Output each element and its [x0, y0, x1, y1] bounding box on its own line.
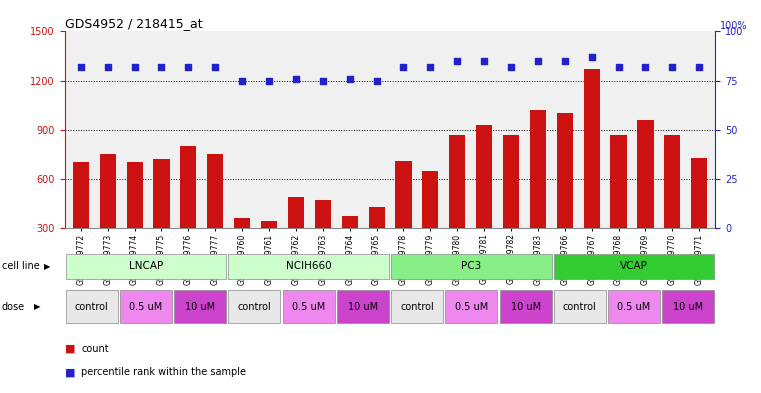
Text: ■: ■ — [65, 367, 75, 377]
Point — [505, 64, 517, 70]
Point — [155, 64, 167, 70]
Bar — [207, 154, 223, 228]
Point — [693, 64, 705, 70]
Bar — [530, 110, 546, 228]
Bar — [342, 217, 358, 228]
Point — [102, 64, 114, 70]
Bar — [396, 161, 412, 228]
Bar — [65, 290, 118, 323]
Text: control: control — [75, 301, 109, 312]
Bar — [476, 125, 492, 228]
Bar — [391, 254, 552, 279]
Text: ▶: ▶ — [33, 302, 40, 311]
Text: ■: ■ — [65, 344, 75, 354]
Bar — [73, 162, 89, 228]
Text: ▶: ▶ — [44, 262, 51, 271]
Bar — [449, 134, 465, 228]
Bar — [234, 218, 250, 228]
Point — [397, 64, 409, 70]
Bar — [228, 290, 281, 323]
Text: count: count — [81, 344, 109, 354]
Text: 0.5 uM: 0.5 uM — [455, 301, 488, 312]
Bar — [261, 221, 277, 228]
Text: dose: dose — [2, 301, 24, 312]
Bar — [608, 290, 660, 323]
Point — [129, 64, 141, 70]
Text: PC3: PC3 — [461, 261, 482, 271]
Text: 0.5 uM: 0.5 uM — [292, 301, 325, 312]
Bar — [228, 254, 389, 279]
Point — [559, 58, 571, 64]
Bar — [554, 290, 606, 323]
Bar — [315, 200, 331, 228]
Point — [639, 64, 651, 70]
Bar — [610, 134, 626, 228]
Text: 10 uM: 10 uM — [673, 301, 703, 312]
Text: control: control — [400, 301, 434, 312]
Text: 10 uM: 10 uM — [511, 301, 540, 312]
Bar — [662, 290, 715, 323]
Point — [532, 58, 544, 64]
Bar — [503, 134, 519, 228]
Point — [75, 64, 87, 70]
Bar — [554, 254, 715, 279]
Text: VCAP: VCAP — [620, 261, 648, 271]
Point — [585, 54, 597, 60]
Bar — [100, 154, 116, 228]
Point — [290, 75, 302, 82]
Point — [371, 77, 383, 84]
Point — [209, 64, 221, 70]
Bar — [65, 254, 226, 279]
Point — [613, 64, 625, 70]
Bar — [368, 207, 384, 228]
Text: 0.5 uM: 0.5 uM — [617, 301, 651, 312]
Bar — [126, 162, 142, 228]
Text: GDS4952 / 218415_at: GDS4952 / 218415_at — [65, 17, 202, 30]
Text: NCIH660: NCIH660 — [286, 261, 332, 271]
Bar — [154, 159, 170, 228]
Bar — [288, 197, 304, 228]
Bar — [445, 290, 498, 323]
Text: control: control — [563, 301, 597, 312]
Point — [236, 77, 248, 84]
Bar — [691, 158, 707, 228]
Bar — [499, 290, 552, 323]
Bar — [664, 134, 680, 228]
Bar — [391, 290, 443, 323]
Point — [183, 64, 195, 70]
Point — [478, 58, 490, 64]
Text: 10 uM: 10 uM — [348, 301, 378, 312]
Point — [344, 75, 356, 82]
Text: 100%: 100% — [719, 22, 747, 31]
Text: LNCAP: LNCAP — [129, 261, 163, 271]
Point — [666, 64, 678, 70]
Text: cell line: cell line — [2, 261, 40, 271]
Bar — [174, 290, 226, 323]
Bar — [557, 113, 573, 228]
Bar — [638, 120, 654, 228]
Text: control: control — [237, 301, 272, 312]
Bar — [120, 290, 172, 323]
Point — [424, 64, 436, 70]
Bar — [180, 146, 196, 228]
Bar — [422, 171, 438, 228]
Point — [451, 58, 463, 64]
Point — [263, 77, 275, 84]
Point — [317, 77, 329, 84]
Bar — [282, 290, 335, 323]
Text: 0.5 uM: 0.5 uM — [129, 301, 163, 312]
Text: percentile rank within the sample: percentile rank within the sample — [81, 367, 247, 377]
Bar — [337, 290, 389, 323]
Text: 10 uM: 10 uM — [185, 301, 215, 312]
Bar — [584, 69, 600, 228]
